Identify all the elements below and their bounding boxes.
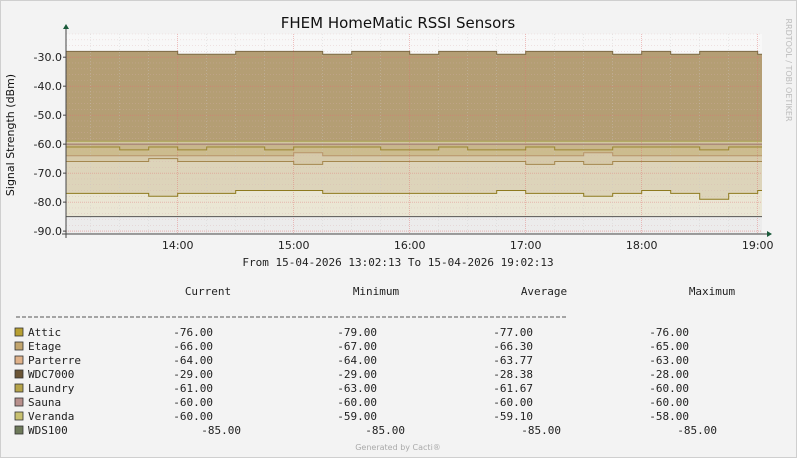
legend-swatch — [14, 397, 24, 407]
legend-row: WDC7000 -29.00 -29.00 -28.38 -28.00 — [14, 368, 689, 381]
legend-column-maximum: Maximum — [689, 285, 736, 298]
y-axis-arrow — [63, 24, 69, 29]
legend-maximum-value: -65.00 — [649, 340, 689, 353]
legend-series-name: Etage — [28, 340, 61, 353]
legend-swatch — [14, 341, 24, 351]
legend-swatch — [14, 369, 24, 379]
legend-minimum-value: -67.00 — [337, 340, 377, 353]
legend-average-value: -66.30 — [493, 340, 533, 353]
series-lines — [66, 50, 762, 218]
y-tick-label: -90.0 — [34, 225, 62, 238]
y-tick-label: -40.0 — [34, 80, 62, 93]
y-tick-label: -50.0 — [34, 109, 62, 122]
legend-current-value: -60.00 — [173, 396, 213, 409]
legend-column-minimum: Minimum — [353, 285, 400, 298]
legend-current-value: -85.00 — [201, 424, 241, 437]
legend-average-value: -59.10 — [493, 410, 533, 423]
y-tick-label: -70.0 — [34, 167, 62, 180]
legend-minimum-value: -63.00 — [337, 382, 377, 395]
x-tick-label: 18:00 — [626, 239, 658, 252]
legend-maximum-value: -60.00 — [649, 382, 689, 395]
y-tick-labels: -30.0 -40.0 -50.0 -60.0 -70.0 -80.0 -90.0 — [34, 51, 66, 238]
legend-current-value: -76.00 — [173, 326, 213, 339]
time-range: From 15-04-2026 13:02:13 To 15-04-2026 1… — [242, 256, 553, 269]
x-tick-label: 14:00 — [162, 239, 194, 252]
legend-maximum-value: -85.00 — [677, 424, 717, 437]
x-tick-labels: 14:00 15:00 16:00 17:00 18:00 19:00 — [162, 239, 774, 252]
rrdtool-watermark: RRDTOOL / TOBI OETIKER — [784, 18, 793, 121]
line-parterre — [66, 152, 762, 157]
legend-minimum-value: -85.00 — [365, 424, 405, 437]
legend-series-name: Parterre — [28, 354, 81, 367]
legend-current-value: -64.00 — [173, 354, 213, 367]
legend-maximum-value: -76.00 — [649, 326, 689, 339]
cacti-footer: Generated by Cacti® — [355, 443, 441, 452]
y-tick-label: -80.0 — [34, 196, 62, 209]
x-tick-label: 19:00 — [742, 239, 774, 252]
legend-minimum-value: -64.00 — [337, 354, 377, 367]
legend-current-value: -66.00 — [173, 340, 213, 353]
legend-row: Parterre -64.00 -64.00 -63.77 -63.00 — [14, 354, 689, 367]
legend-current-value: -60.00 — [173, 410, 213, 423]
line-etage — [66, 158, 762, 165]
legend-minimum-value: -29.00 — [337, 368, 377, 381]
legend-maximum-value: -63.00 — [649, 354, 689, 367]
legend-minimum-value: -59.00 — [337, 410, 377, 423]
legend-average-value: -28.38 — [493, 368, 533, 381]
legend-row: Etage -66.00 -67.00 -66.30 -65.00 — [14, 340, 689, 353]
legend-column-average: Average — [521, 285, 567, 298]
legend-average-value: -85.00 — [521, 424, 561, 437]
x-tick-label: 17:00 — [510, 239, 542, 252]
legend-current-value: -29.00 — [173, 368, 213, 381]
y-axis-label: Signal Strength (dBm) — [4, 74, 17, 196]
legend-series-name: Veranda — [28, 410, 74, 423]
legend-maximum-value: -58.00 — [649, 410, 689, 423]
plot-area — [66, 34, 762, 235]
legend: Attic -76.00 -79.00 -77.00 -76.00 Etage -66.00… — [14, 326, 717, 437]
legend-row: Sauna -60.00 -60.00 -60.00 -60.00 — [14, 396, 689, 409]
axes — [62, 24, 772, 238]
legend-maximum-value: -60.00 — [649, 396, 689, 409]
x-tick-label: 15:00 — [278, 239, 310, 252]
legend-minimum-value: -79.00 — [337, 326, 377, 339]
legend-swatch — [14, 425, 24, 435]
line-attic — [66, 190, 762, 200]
y-tick-label: -30.0 — [34, 51, 62, 64]
x-tick-label: 16:00 — [394, 239, 426, 252]
legend-swatch — [14, 355, 24, 365]
legend-row: Veranda -60.00 -59.00 -59.10 -58.00 — [14, 410, 689, 423]
legend-average-value: -77.00 — [493, 326, 533, 339]
legend-swatch — [14, 383, 24, 393]
legend-series-name: WDS100 — [28, 424, 68, 437]
line-laundry — [66, 146, 762, 151]
legend-series-name: Laundry — [28, 382, 75, 395]
legend-current-value: -61.00 — [173, 382, 213, 395]
legend-row: Laundry -61.00 -63.00 -61.67 -60.00 — [14, 382, 689, 395]
legend-average-value: -60.00 — [493, 396, 533, 409]
legend-header: Current Minimum Average Maximum — [185, 285, 736, 298]
chart-title: FHEM HomeMatic RSSI Sensors — [281, 14, 516, 32]
legend-series-name: WDC7000 — [28, 368, 74, 381]
line-wdc7000 — [66, 50, 762, 55]
legend-series-name: Sauna — [28, 396, 61, 409]
legend-series-name: Attic — [28, 326, 61, 339]
legend-swatch — [14, 327, 24, 337]
legend-swatch — [14, 411, 24, 421]
legend-row: WDS100 -85.00 -85.00 -85.00 -85.00 — [14, 424, 717, 437]
x-axis-arrow — [767, 231, 772, 237]
y-tick-label: -60.0 — [34, 138, 62, 151]
legend-average-value: -63.77 — [493, 354, 533, 367]
legend-minimum-value: -60.00 — [337, 396, 377, 409]
legend-column-current: Current — [185, 285, 231, 298]
legend-average-value: -61.67 — [493, 382, 533, 395]
legend-row: Attic -76.00 -79.00 -77.00 -76.00 — [14, 326, 689, 339]
legend-maximum-value: -28.00 — [649, 368, 689, 381]
